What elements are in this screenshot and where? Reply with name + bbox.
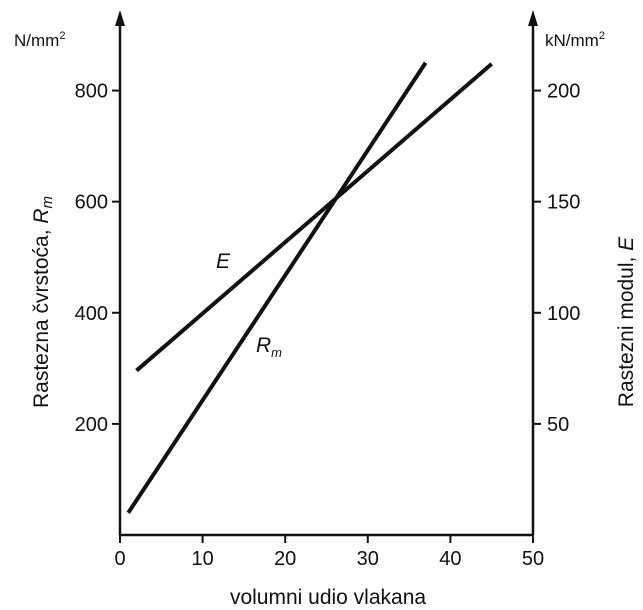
right-axis-unit: kN/mm2: [545, 30, 605, 50]
left-axis-arrow: [115, 10, 125, 26]
left-tick-label: 200: [75, 414, 108, 436]
left-tick-label: 600: [75, 192, 108, 214]
axes: [115, 10, 538, 537]
x-tick-label: 20: [274, 548, 296, 570]
right-tick-label: 50: [547, 414, 569, 436]
x-tick-label: 0: [114, 548, 125, 570]
right-tick-label: 150: [547, 192, 580, 214]
x-tick-label: 50: [522, 548, 544, 570]
right-tick-label: 100: [547, 303, 580, 325]
series-line-rm: [126, 61, 428, 514]
right-axis-arrow: [528, 10, 538, 26]
series-line-e: [135, 62, 494, 373]
x-tick-label: 40: [439, 548, 461, 570]
right-axis-title: Rastezni modul, E: [615, 236, 638, 407]
x-axis-title: volumni udio vlakana: [230, 586, 426, 609]
left-tick-label: 400: [75, 303, 108, 325]
series-label-rm: Rm: [256, 334, 282, 360]
left-axis-unit: N/mm2: [14, 30, 65, 50]
left-axis-title: Rastezna čvrstoća, Rm: [30, 196, 56, 408]
x-tick-label: 10: [191, 548, 213, 570]
right-tick-label: 200: [547, 81, 580, 103]
x-tick-label: 30: [357, 548, 379, 570]
series-lines: [126, 61, 494, 514]
ticks: 0 10 20 30 40 50 200 400 600 800 50 100 150 200: [75, 81, 581, 570]
left-tick-label: 800: [75, 81, 108, 103]
series-label-e: E: [216, 250, 231, 273]
